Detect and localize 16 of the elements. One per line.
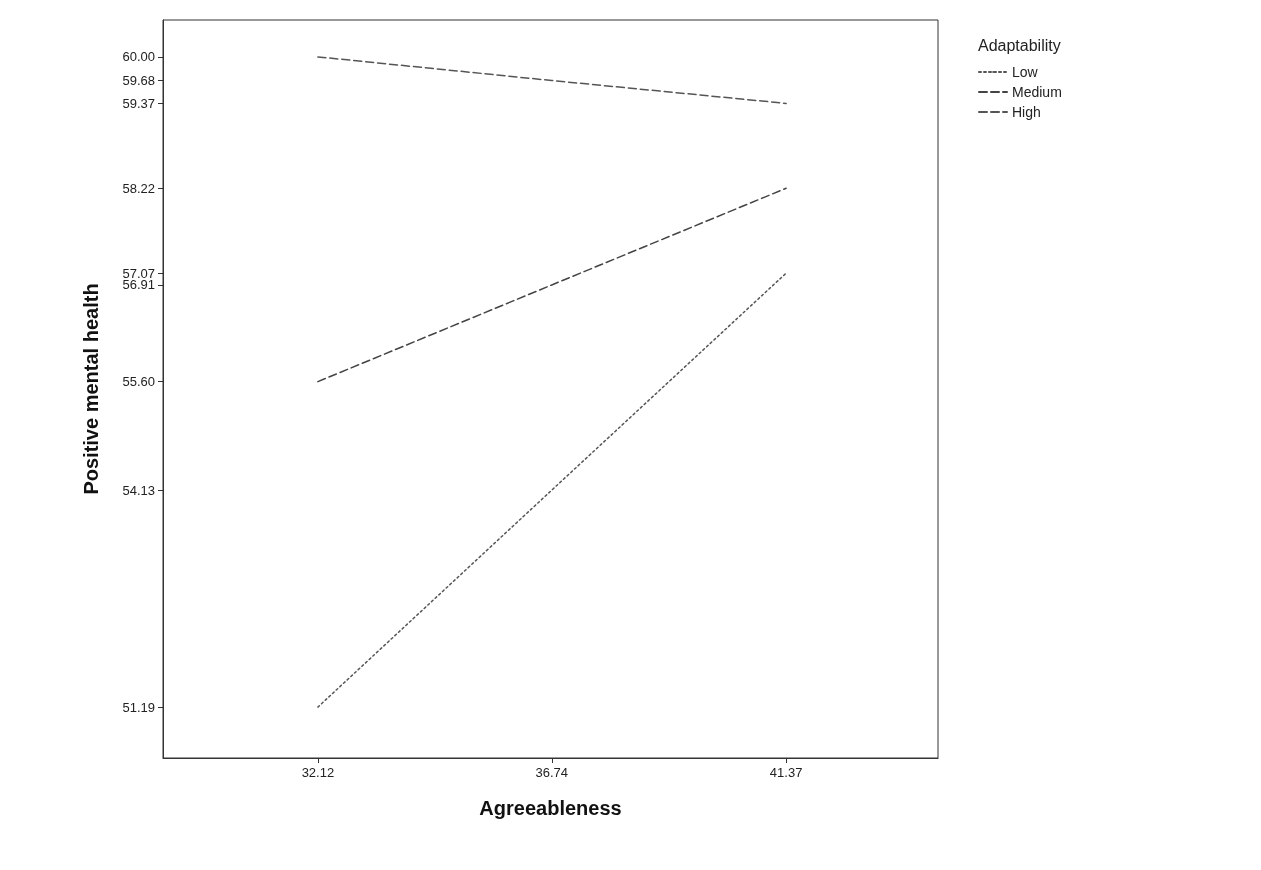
y-tick-label: 55.60 <box>122 374 155 390</box>
x-tick-label: 41.37 <box>769 765 803 780</box>
y-tick-label: 54.13 <box>122 482 155 498</box>
x-tick-label: 32.12 <box>301 765 335 780</box>
y-tick-label: 58.22 <box>122 180 155 196</box>
legend-label: Low <box>1012 64 1039 80</box>
x-axis-title: Agreeableness <box>479 797 622 819</box>
y-tick-label: 59.68 <box>122 73 155 89</box>
y-tick-label: 60.00 <box>122 49 155 65</box>
legend-label: Medium <box>1012 84 1062 100</box>
y-tick-label: 59.37 <box>122 95 155 111</box>
y-axis-title: Positive mental health <box>80 283 102 495</box>
legend-label: High <box>1012 104 1041 120</box>
x-tick-label: 36.74 <box>535 765 569 780</box>
y-tick-label: 51.19 <box>122 699 155 715</box>
legend-title: Adaptability <box>978 36 1061 54</box>
